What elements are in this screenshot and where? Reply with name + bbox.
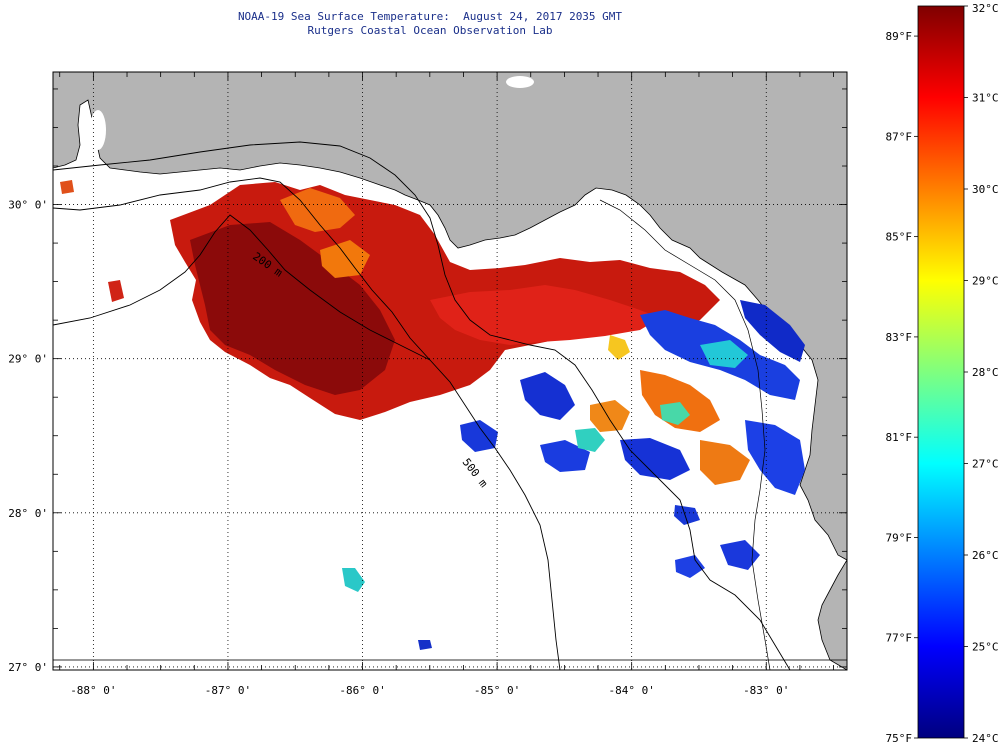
bay-patch xyxy=(90,110,106,150)
celsius-label: 32°C xyxy=(972,2,999,15)
lake-patch xyxy=(506,76,534,88)
sst-orange-2 xyxy=(320,240,370,278)
sst-orange-3 xyxy=(640,370,720,432)
title-line-2: Rutgers Coastal Ocean Observation Lab xyxy=(307,24,553,37)
contour-nearshore xyxy=(599,199,771,670)
sst-patch-far-south xyxy=(675,555,705,578)
celsius-label: 29°C xyxy=(972,275,999,288)
sst-western-patch xyxy=(108,280,124,302)
celsius-label: 27°C xyxy=(972,458,999,471)
sst-red-east xyxy=(430,285,660,345)
sst-patch-far-south-3 xyxy=(674,505,700,525)
sst-hot-core xyxy=(190,222,395,395)
lon-label: -85° 0' xyxy=(474,684,520,697)
lon-label: -83° 0' xyxy=(743,684,789,697)
celsius-label: 31°C xyxy=(972,92,999,105)
map-title: NOAA-19 Sea Surface Temperature: August … xyxy=(0,10,860,38)
lat-label: 29° 0' xyxy=(8,353,48,366)
lon-label: -87° 0' xyxy=(205,684,251,697)
sst-isolated-blue xyxy=(418,640,432,650)
sst-cyan-3 xyxy=(660,402,690,425)
celsius-label: 24°C xyxy=(972,732,999,745)
celsius-label: 26°C xyxy=(972,549,999,562)
fahrenheit-label: 87°F xyxy=(886,130,913,143)
fahrenheit-label: 77°F xyxy=(886,632,913,645)
sst-yellow-1 xyxy=(608,335,630,360)
sst-cyan-2 xyxy=(575,428,605,452)
celsius-label: 25°C xyxy=(972,641,999,654)
sst-cool-south-4 xyxy=(620,438,690,480)
sst-orange-4 xyxy=(700,440,750,485)
fahrenheit-label: 83°F xyxy=(886,331,913,344)
graticule xyxy=(53,72,847,670)
sst-cool-east-3 xyxy=(745,420,805,495)
axis-labels: -88° 0' -87° 0' -86° 0' -85° 0' -84° 0' -83° … xyxy=(8,199,789,697)
fahrenheit-label: 89°F xyxy=(886,30,913,43)
celsius-label: 30°C xyxy=(972,183,999,196)
colorbar xyxy=(917,5,965,739)
sst-cool-east-2 xyxy=(740,300,805,362)
colorbar-labels: 32°C 31°C 30°C 29°C 28°C 27°C 26°C 25°C 24°C 89°F… xyxy=(886,2,999,745)
sst-cool-south-1 xyxy=(520,372,575,420)
contour-500m xyxy=(53,214,431,361)
celsius-label: 28°C xyxy=(972,366,999,379)
lon-label: -88° 0' xyxy=(70,684,116,697)
land-north-coast xyxy=(53,72,847,561)
title-line-1: NOAA-19 Sea Surface Temperature: August … xyxy=(237,10,623,23)
fahrenheit-label: 75°F xyxy=(886,732,913,745)
contour-200m xyxy=(53,177,561,670)
lat-label: 27° 0' xyxy=(8,661,48,674)
sst-cyan-1 xyxy=(700,340,748,368)
lon-label: -84° 0' xyxy=(608,684,654,697)
fahrenheit-label: 81°F xyxy=(886,431,913,444)
fahrenheit-label: 85°F xyxy=(886,231,913,244)
bottom-strip xyxy=(52,659,848,671)
sst-data-layer xyxy=(60,180,805,650)
sst-cool-south-2 xyxy=(460,420,498,452)
fahrenheit-label: 79°F xyxy=(886,531,913,544)
sst-orange-5 xyxy=(590,400,630,432)
lat-label: 28° 0' xyxy=(8,507,48,520)
axis-ticks xyxy=(53,72,847,670)
contour-outer-shelf xyxy=(53,141,791,670)
lon-label: -86° 0' xyxy=(339,684,385,697)
sst-western-patch-2 xyxy=(60,180,74,194)
sst-cool-south-3 xyxy=(540,440,590,472)
sst-patch-far-south-2 xyxy=(720,540,760,570)
sst-isolated-cyan xyxy=(342,568,365,592)
lat-label: 30° 0' xyxy=(8,199,48,212)
